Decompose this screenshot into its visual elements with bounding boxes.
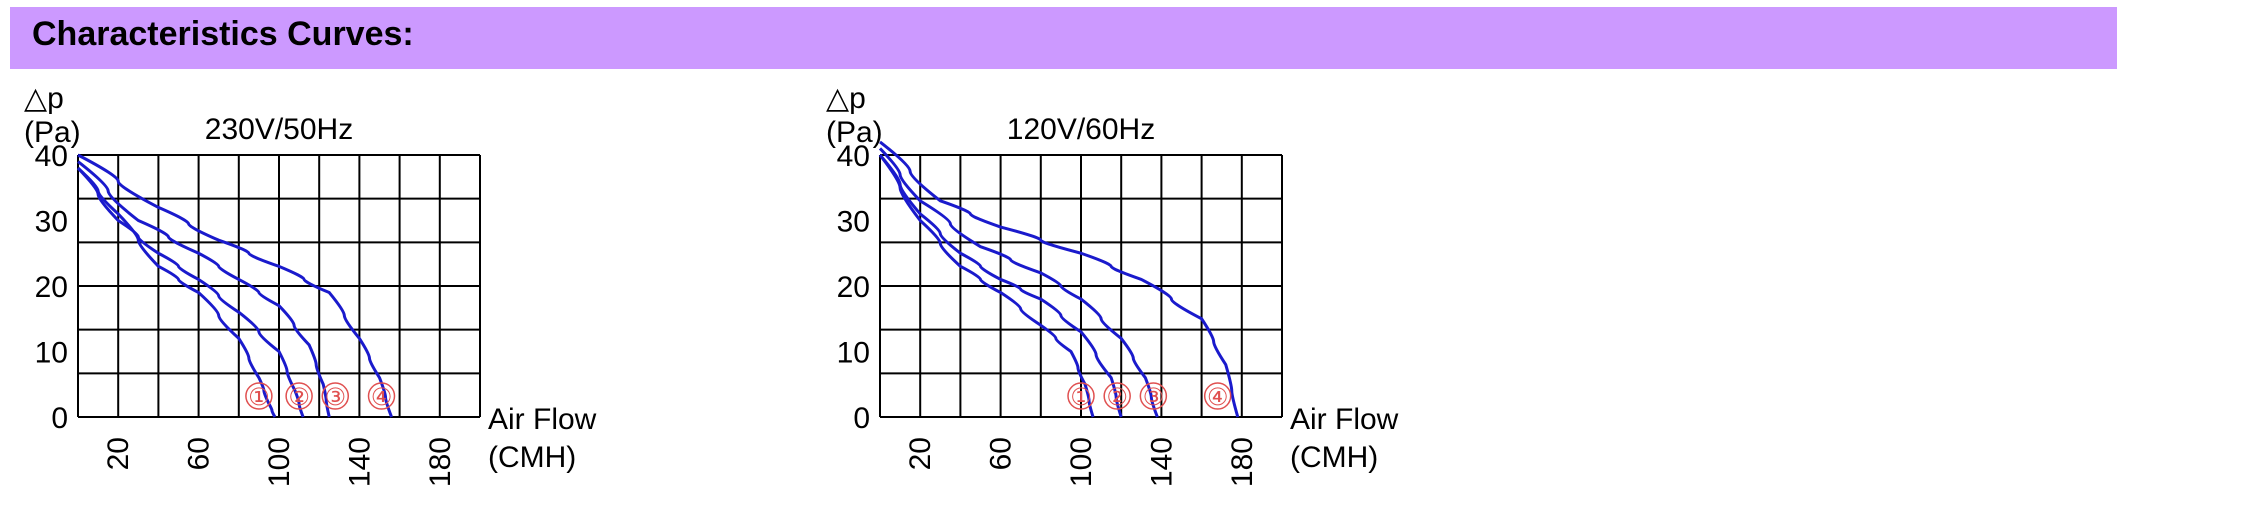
y-axis-unit: (Pa) xyxy=(24,116,81,149)
series-marker-label: ④ xyxy=(1207,383,1229,411)
x-tick-label: 60 xyxy=(985,437,1018,470)
series-marker-circle xyxy=(1067,382,1095,410)
series-curve-4 xyxy=(879,140,1240,418)
y-tick-label: 30 xyxy=(35,206,68,239)
x-axis-label: Air Flow xyxy=(1290,403,1399,436)
chart-title: 230V/50Hz xyxy=(205,113,353,146)
series-curve-1 xyxy=(878,154,1095,418)
y-axis-symbol: △p xyxy=(826,82,866,115)
x-tick-label: 60 xyxy=(183,437,216,470)
y-axis-unit: (Pa) xyxy=(826,116,883,149)
x-axis-unit: (CMH) xyxy=(1290,441,1378,474)
series-marker-label: ② xyxy=(288,383,310,411)
series-marker-circle xyxy=(1103,382,1131,410)
series-curve-4 xyxy=(77,153,393,418)
series-curve-2 xyxy=(878,154,1123,418)
series-curve-1 xyxy=(76,166,277,418)
series-marker-circle xyxy=(367,382,396,410)
series-marker-circle xyxy=(285,382,313,410)
y-tick-label: 40 xyxy=(35,140,68,173)
series-marker-label: ② xyxy=(1106,383,1128,411)
series-marker-circle xyxy=(1203,382,1232,410)
x-tick-label: 20 xyxy=(102,437,135,470)
y-tick-label: 20 xyxy=(35,271,68,304)
x-tick-label: 180 xyxy=(424,437,457,487)
y-tick-label: 30 xyxy=(837,206,870,239)
y-tick-label: 10 xyxy=(35,337,68,370)
series-marker-label: ① xyxy=(248,383,270,411)
y-tick-label: 10 xyxy=(837,337,870,370)
x-tick-label: 100 xyxy=(263,437,296,487)
series-curve-3 xyxy=(77,160,331,418)
series-curve-2 xyxy=(76,167,305,418)
series-marker-circle xyxy=(1139,382,1168,410)
chart-230v-50hz: 230V/50Hz △p(Pa) 0 10 20 30 40 20 60 100 140 180 Air… xyxy=(24,82,597,487)
y-tick-label: 40 xyxy=(837,140,870,173)
chart-title: 120V/60Hz xyxy=(1007,113,1155,146)
series-marker-circle xyxy=(321,382,350,410)
series-curve-3 xyxy=(878,147,1159,418)
y-axis-symbol: △p xyxy=(24,82,64,115)
series-marker-circle xyxy=(245,382,273,410)
y-tick-label: 0 xyxy=(853,402,870,435)
x-tick-label: 180 xyxy=(1226,437,1259,487)
y-tick-label: 0 xyxy=(51,402,68,435)
section-header-bar: Characteristics Curves: xyxy=(10,7,2117,69)
series-marker-label: ④ xyxy=(371,383,393,411)
x-tick-label: 140 xyxy=(343,437,376,487)
series-marker-label: ③ xyxy=(325,383,347,411)
x-tick-label: 140 xyxy=(1145,437,1178,487)
x-axis-label: Air Flow xyxy=(488,403,597,436)
chart-grid xyxy=(879,154,1283,418)
series-marker-label: ③ xyxy=(1143,383,1165,411)
section-title: Characteristics Curves: xyxy=(32,15,414,53)
y-tick-label: 20 xyxy=(837,271,870,304)
x-tick-label: 20 xyxy=(904,437,937,470)
x-axis-unit: (CMH) xyxy=(488,441,576,474)
chart-120v-60hz: 120V/60Hz △p(Pa) 0 10 20 30 40 20 60 100 140 180 Air… xyxy=(826,82,1399,487)
chart-grid xyxy=(77,154,481,418)
x-tick-label: 100 xyxy=(1065,437,1098,487)
series-marker-label: ① xyxy=(1070,383,1092,411)
